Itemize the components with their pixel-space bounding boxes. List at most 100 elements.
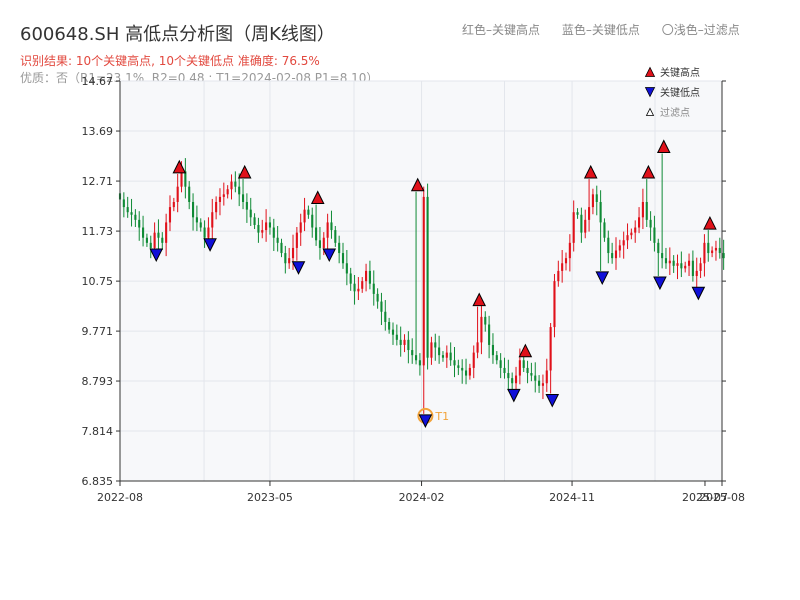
recognition-result-text: 识别结果: 10个关键高点, 10个关键低点 准确度: 76.5% (20, 54, 320, 68)
candle-body (407, 339, 410, 351)
y-tick-label: 12.71 (82, 175, 114, 188)
candle-body (722, 253, 725, 259)
candle-body (238, 186, 241, 195)
legend-low-symbol (644, 87, 656, 98)
candle-body (599, 201, 602, 223)
header-legend-red: 红色–关键高点 (462, 23, 541, 37)
candle-body (495, 355, 498, 361)
candle-body (611, 253, 614, 259)
candle-body (230, 181, 233, 190)
candle-body (584, 219, 587, 233)
x-tick-label: 2023-05 (247, 491, 293, 504)
y-tick-label: 7.814 (82, 425, 114, 438)
candle-body (307, 209, 310, 215)
chart-title: 600648.SH 高低点分析图（周K线图） (20, 24, 335, 45)
key-high-marker (518, 343, 533, 358)
candle-body (661, 253, 664, 259)
candle-body (180, 171, 183, 187)
x-tick-label: 2025-07 (682, 491, 728, 504)
candle-body (438, 347, 441, 356)
candle-body (184, 171, 187, 187)
candle-body (426, 196, 429, 358)
candle-body (441, 355, 445, 358)
candle-body (218, 196, 222, 202)
candle-body (330, 222, 333, 231)
candle-body (484, 316, 487, 325)
y-tick-label: 10.75 (82, 275, 114, 288)
candle-body (503, 367, 506, 374)
candle-body (684, 265, 687, 269)
key-low-marker (595, 271, 610, 286)
candle-body (568, 242, 571, 259)
candle-body (403, 339, 406, 345)
key-low-marker (418, 414, 433, 428)
candle-body (380, 301, 383, 312)
x-tick-label: 2024-02 (399, 491, 445, 504)
candle-body (357, 288, 360, 292)
x-tick-label: 2024-11 (549, 491, 595, 504)
candle-body (603, 222, 606, 238)
candle-body (391, 329, 395, 335)
candle-body (126, 207, 129, 213)
candle-body (434, 342, 437, 348)
key-low-marker (507, 388, 521, 403)
candle-body (580, 214, 583, 233)
candle-body (676, 263, 679, 266)
key-high-marker (237, 164, 252, 179)
candle-body (476, 342, 479, 353)
candle-body (718, 247, 721, 254)
candle-body (153, 232, 156, 248)
key-high-marker (172, 159, 187, 174)
y-tick-label: 13.69 (82, 125, 114, 138)
candle-body (272, 227, 275, 238)
candle-body (534, 375, 537, 381)
candle-body (464, 370, 468, 376)
candle-body (303, 209, 306, 223)
y-tick-label: 11.73 (82, 225, 114, 238)
candle-body (399, 339, 402, 345)
candle-body (507, 373, 510, 379)
candle-body (322, 237, 325, 248)
candle-body (445, 352, 448, 358)
key-low-marker (322, 248, 337, 263)
candle-body (480, 316, 483, 343)
key-low-marker (691, 286, 706, 301)
candle-body (349, 273, 352, 284)
key-high-marker (641, 164, 656, 179)
candle-body (365, 270, 368, 282)
candle-body (561, 263, 564, 271)
candle-body (249, 209, 252, 218)
key-low-marker (203, 238, 217, 252)
candle-body (607, 237, 610, 254)
candle-body (657, 242, 660, 254)
candle-body (334, 230, 337, 243)
key-high-marker (310, 190, 325, 205)
candle-body (207, 227, 210, 238)
candle-body (168, 207, 172, 223)
candle-body (491, 344, 495, 356)
candle-body (453, 360, 456, 366)
candle-body (630, 232, 633, 236)
candle-body (211, 212, 214, 228)
candle-body (634, 227, 637, 233)
candle-body (341, 253, 345, 264)
key-high-marker (472, 292, 487, 307)
candle-body (134, 214, 137, 220)
candle-body (138, 219, 141, 228)
candle-body (711, 250, 714, 254)
candle-body (430, 342, 433, 358)
candle-body (195, 217, 198, 223)
candle-body (157, 232, 160, 238)
candle-body (591, 194, 594, 208)
candle-body (687, 260, 691, 266)
y-tick-label: 8.793 (82, 375, 114, 388)
candle-body (161, 237, 164, 243)
key-high-marker (656, 139, 671, 153)
candle-body (572, 212, 575, 243)
candle-body (418, 360, 421, 366)
candle-body (618, 245, 621, 251)
candle-body (699, 263, 702, 271)
candle-body (664, 258, 668, 264)
candle-body (395, 334, 398, 340)
